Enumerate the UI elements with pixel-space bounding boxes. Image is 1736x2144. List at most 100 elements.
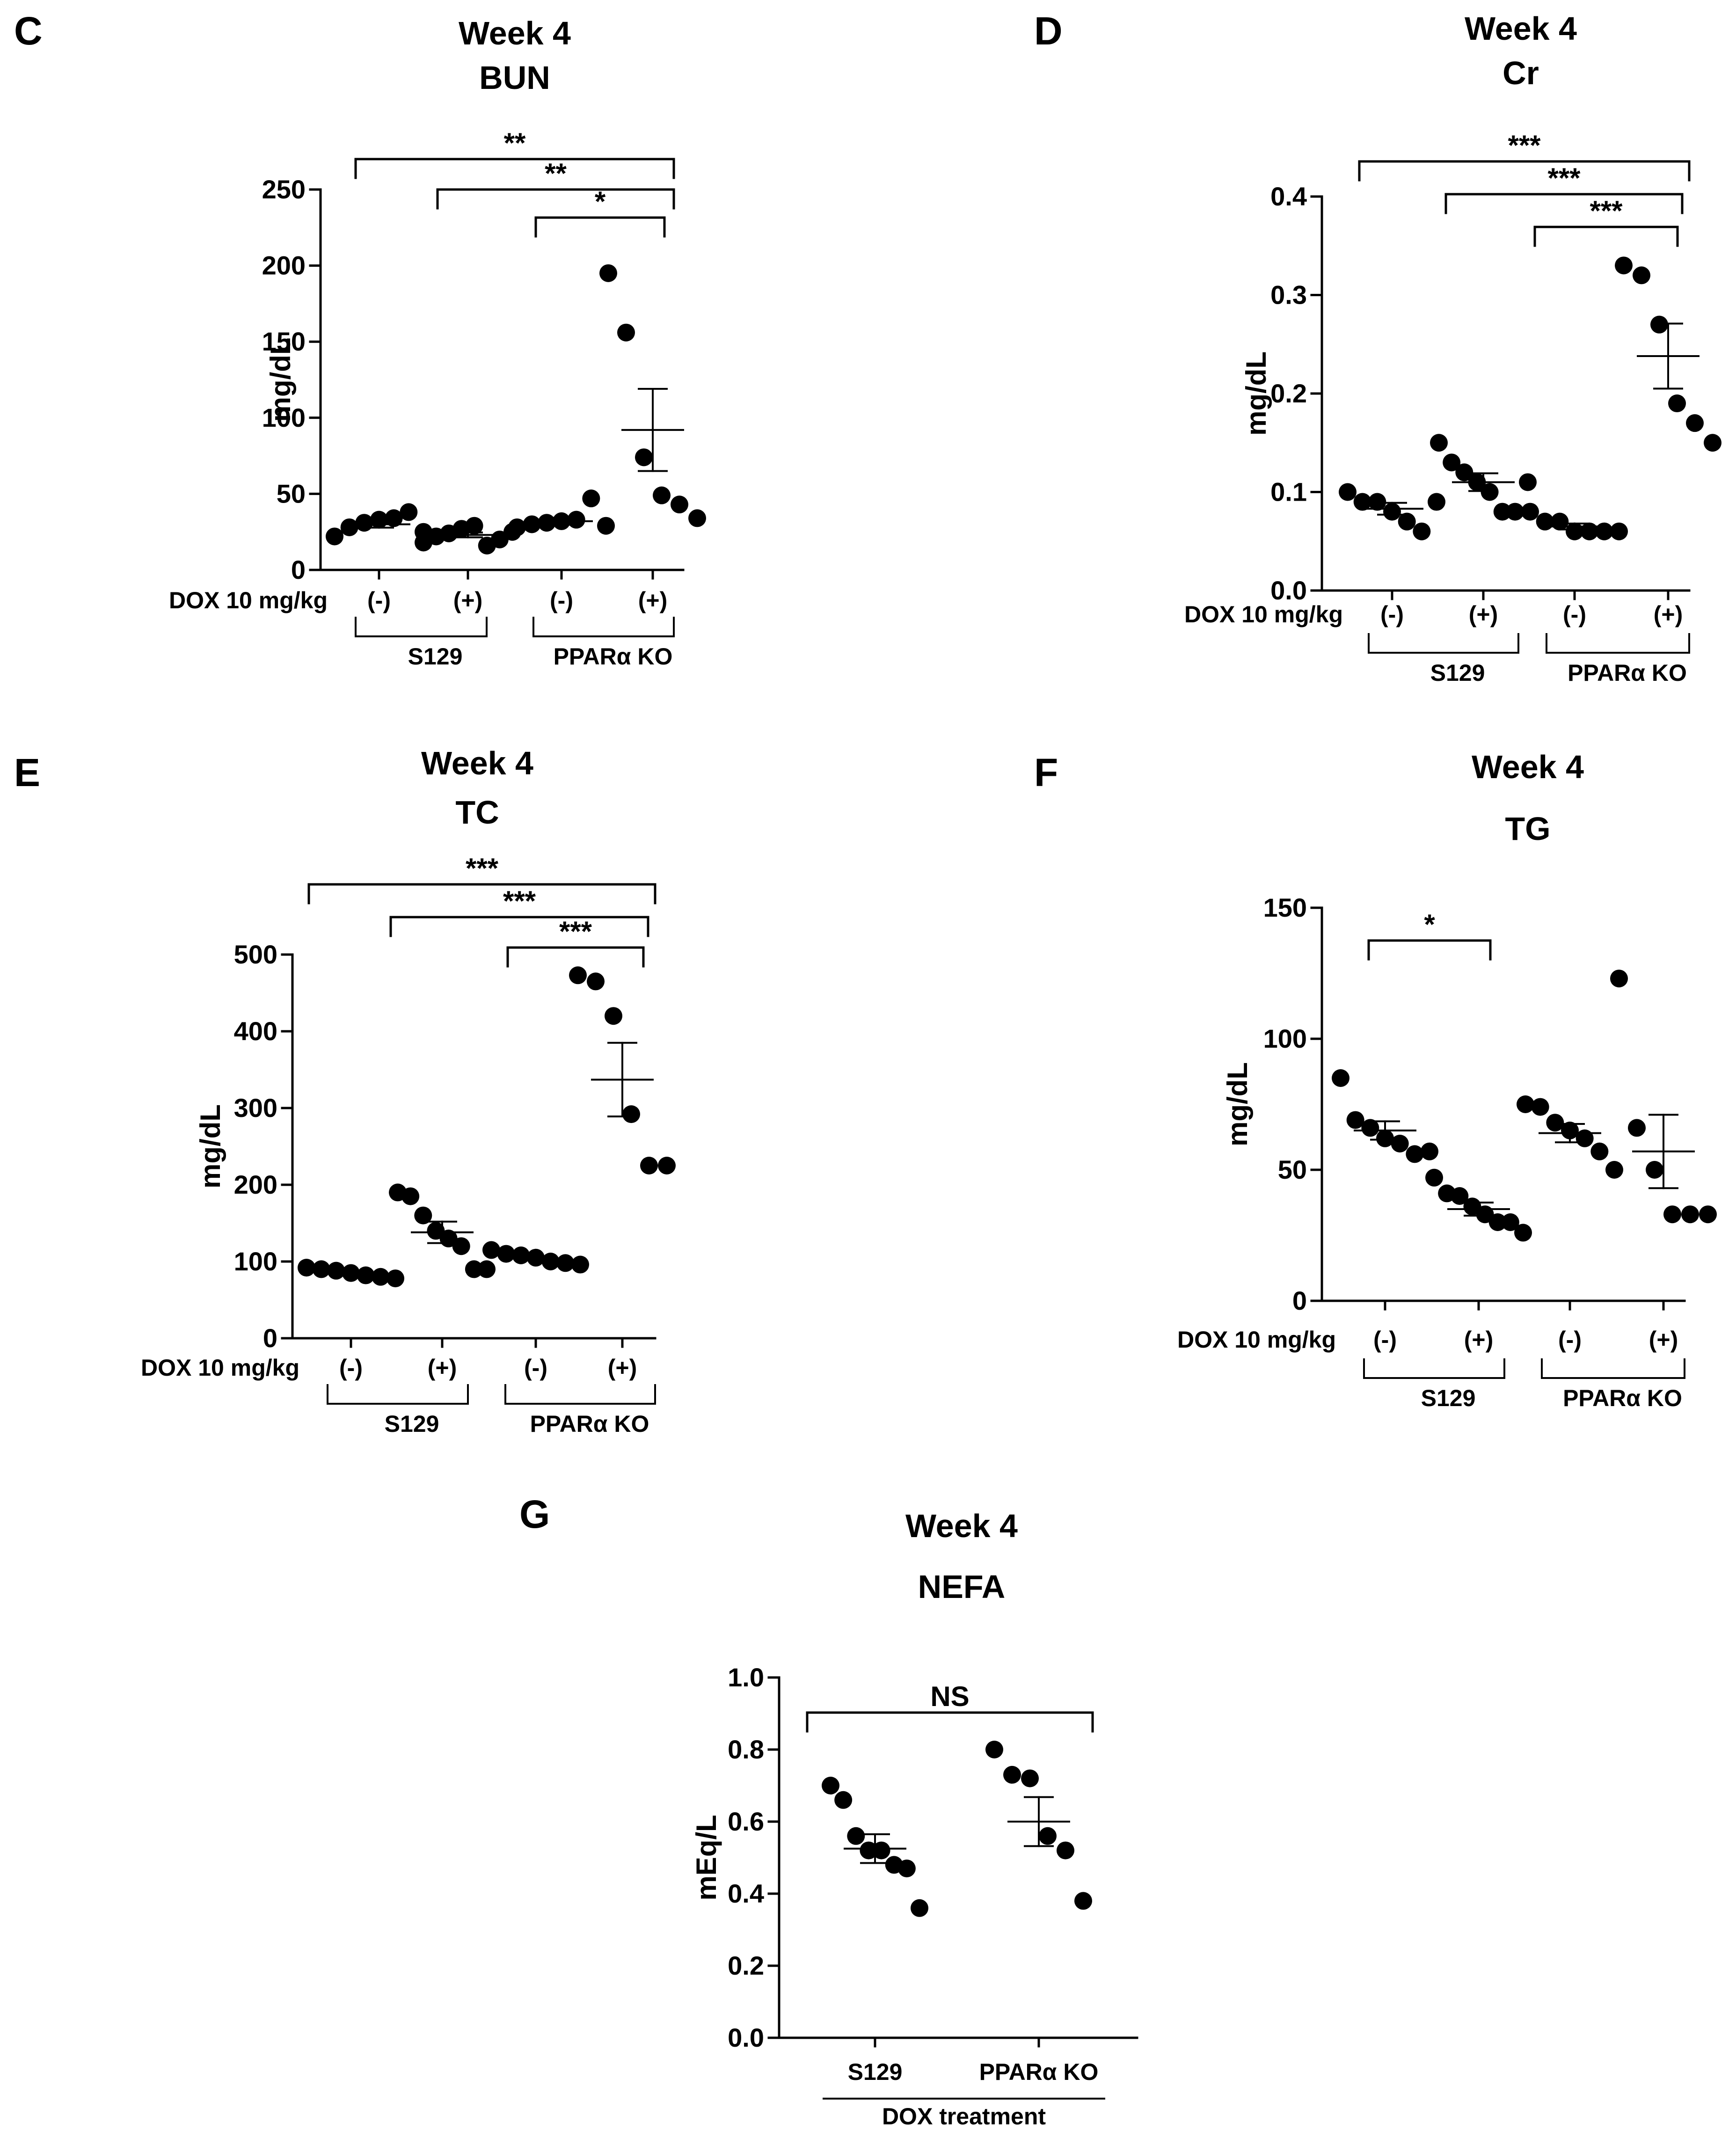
panel-d-data-point [1339,483,1357,501]
panel-d-data-point [1428,493,1445,511]
panel-d-letter: D [1034,9,1063,53]
panel-c-data-point [653,486,671,504]
panel-f-data-point [1488,1213,1507,1231]
panel-f-category-label: (-) [1558,1327,1582,1353]
panel-d-data-point [1668,394,1686,413]
panel-d-significance-label: *** [1547,162,1581,194]
panel-d-group-label: S129 [1430,660,1485,686]
panel-c-significance-label: ** [504,127,526,159]
panel-d-data-point [1551,512,1569,531]
panel-c-data-point [582,489,600,508]
panel-c-data-point [635,448,653,467]
panel-e-significance-label: *** [503,885,536,917]
panel-e-subtitle: TC [455,794,499,831]
panel-d-category-label: (+) [1469,601,1498,627]
panel-d-data-point [1493,503,1511,521]
panel-d-data-point [1633,266,1650,284]
panel-e-data-point [465,1260,483,1278]
panel-g-data-point [1074,1892,1092,1910]
panel-g-data-point [834,1791,853,1809]
panel-f-category-label: (+) [1464,1327,1494,1353]
panel-c-treatment-label: DOX 10 mg/kg [169,587,328,613]
panel-d-data-point [1519,473,1537,491]
panel-f-data-point [1646,1161,1663,1179]
panel-e-data-point [569,966,587,984]
panel-g-y-tick-label: 0.8 [728,1735,764,1764]
panel-e-y-label: mg/dL [195,1104,226,1189]
panel-c-significance-label: * [595,186,606,217]
panel-c-data-point [671,496,688,514]
panel-c-group-label: S129 [408,643,463,670]
panel-d-data-point [1430,434,1448,452]
panel-g-data-point [872,1841,890,1860]
panel-e-significance-label: *** [559,916,592,947]
panel-d-y-tick-label: 0.2 [1270,379,1307,408]
panel-c-group-label: PPARα KO [554,643,673,670]
panel-e-data-point [640,1157,658,1174]
panel-c-category-label: (-) [367,587,391,613]
panel-e-data-point [387,1269,404,1288]
panel-f-data-point [1517,1095,1534,1113]
panel-e-data-point [512,1246,530,1264]
panel-f-y-tick-label: 150 [1263,893,1307,922]
panel-c-letter: C [14,9,43,53]
panel-e-y-tick-label: 400 [234,1016,277,1046]
panel-d-group-label: PPARα KO [1568,660,1687,686]
panel-d-category-label: (-) [1563,601,1586,627]
panel-e-data-point [478,1260,496,1278]
panel-e-data-point [571,1255,589,1274]
panel-f-data-point [1406,1145,1424,1163]
panel-c-title: Week 4 [459,15,571,51]
panel-f-data-point [1546,1114,1564,1132]
panel-d-data-point [1506,503,1524,521]
panel-e-category-label: (-) [524,1355,547,1381]
panel-f-data-point [1663,1205,1681,1224]
panel-d-y-tick-label: 0.4 [1270,182,1307,211]
panel-g-data-point [911,1899,928,1917]
panel-g-letter: G [519,1492,550,1536]
panel-f-y-label: mg/dL [1222,1062,1253,1146]
panel-f-data-point [1514,1224,1532,1242]
panel-d-data-point [1686,414,1704,432]
panel-d-significance-label: *** [1508,130,1541,161]
panel-f-treatment-label: DOX 10 mg/kg [1177,1327,1336,1353]
panel-d-data-point [1455,463,1473,481]
panel-g-data-point [897,1860,916,1878]
panel-e-category-label: (-) [339,1355,363,1381]
panel-f-data-point [1576,1129,1594,1147]
panel-f-data-point [1361,1119,1379,1137]
panel-e-data-point [605,1007,622,1025]
panel-d-y-tick-label: 0.1 [1270,477,1307,507]
panel-d-data-point [1704,434,1721,452]
panel-f-data-point [1590,1142,1609,1160]
panel-c-data-point [465,517,483,535]
panel-c-y-label: mg/dL [265,338,296,422]
panel-g-data-point [1021,1769,1039,1787]
panel-e-letter: E [14,751,40,795]
panel-g-y-label: mEq/L [691,1815,722,1900]
panel-f-group-label: S129 [1421,1385,1476,1411]
panel-d-data-point [1610,522,1628,540]
panel-d-data-point [1443,453,1461,472]
panel-g-y-tick-label: 0.2 [728,1951,764,1980]
panel-g-data-point [1039,1827,1057,1845]
panel-f-data-point [1605,1161,1623,1179]
panel-g-y-tick-label: 0.4 [728,1879,764,1908]
panel-g-category-label: S129 [848,2059,903,2085]
panel-f-category-label: (+) [1649,1327,1678,1353]
panel-f-data-point [1531,1098,1549,1116]
panel-c-data-point [400,503,418,521]
panel-d-data-point [1353,493,1371,511]
panel-g-y-tick-label: 1.0 [728,1663,764,1692]
panel-c-data-point [508,518,526,536]
panel-d-data-point [1650,315,1668,334]
panel-d-y-tick-label: 0.3 [1270,280,1307,310]
panel-d-y-label: mg/dL [1240,351,1272,436]
panel-g-category-label: PPARα KO [979,2059,1099,2085]
panel-g-y-tick-label: 0.0 [728,2023,764,2052]
panel-c-significance-label: ** [545,158,567,189]
panel-g-data-point [1057,1841,1074,1860]
panel-f-data-point [1628,1119,1646,1137]
panel-e-data-point [298,1259,315,1277]
panel-c-y-tick-label: 100 [262,403,306,432]
